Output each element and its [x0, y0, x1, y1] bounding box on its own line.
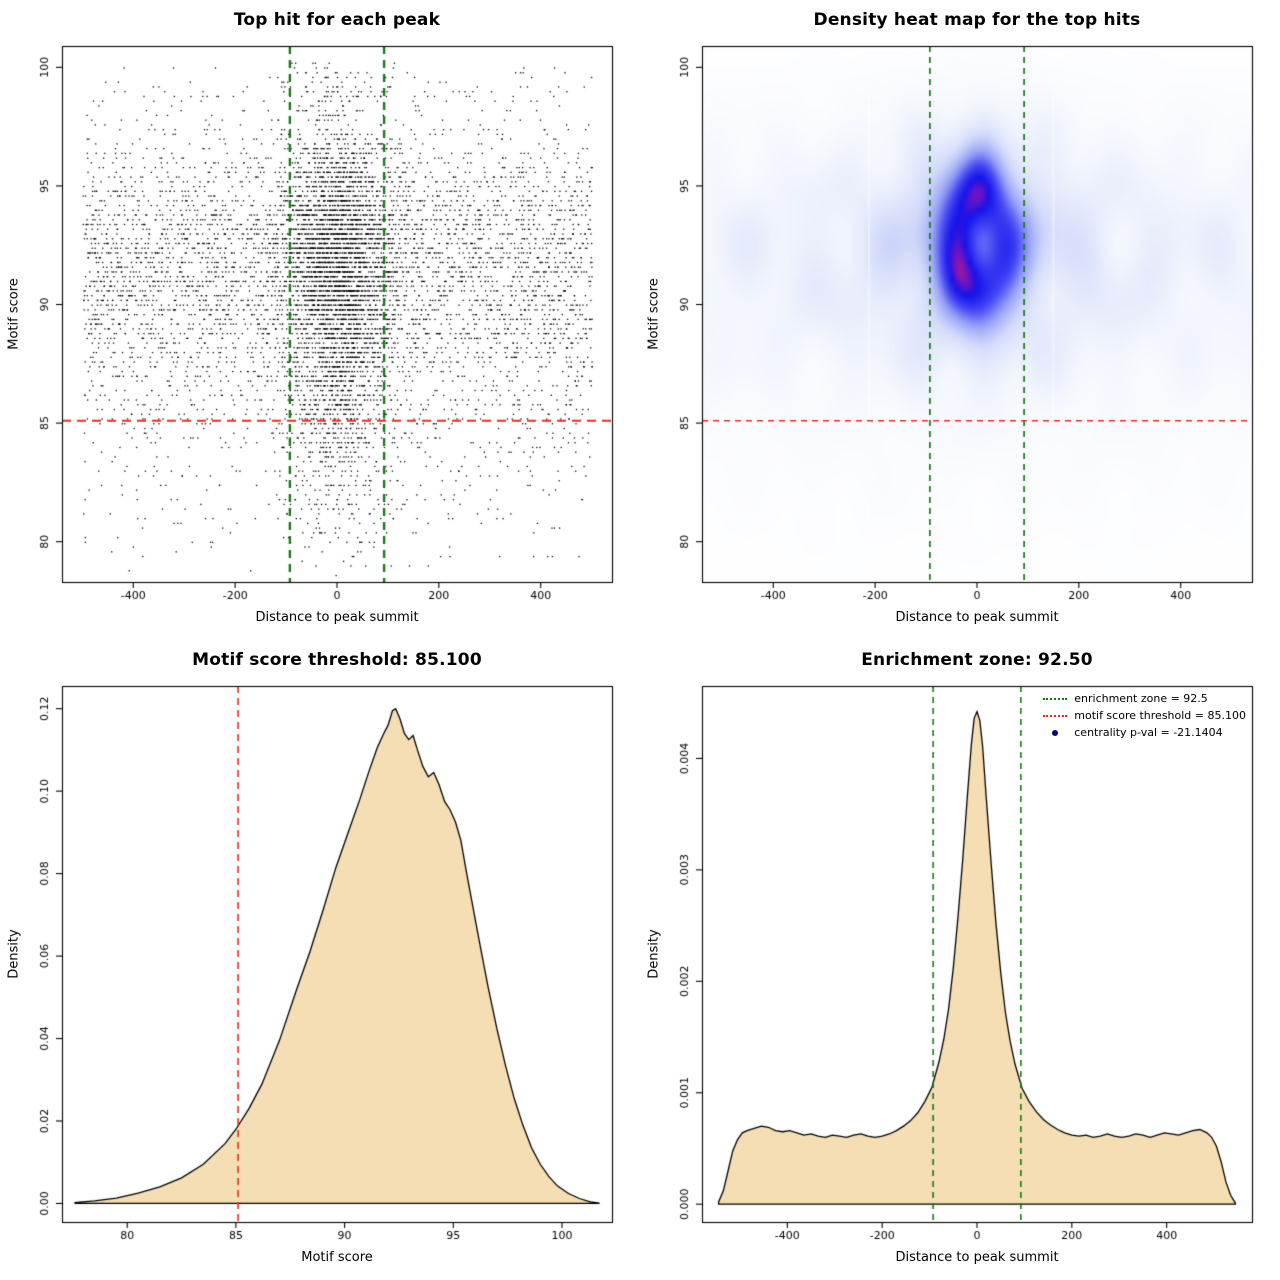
distance-density-xlabel: Distance to peak summit — [895, 1250, 1059, 1265]
heatmap-ylabel: Motif score — [646, 278, 662, 350]
scatter-title: Top hit for each peak — [233, 10, 441, 30]
panel-distance-density: Enrichment zone: 92.50 Distance to peak … — [640, 640, 1280, 1280]
legend-label-enrichment-zone: enrichment zone = 92.5 — [1074, 692, 1208, 705]
panel-score-density: Motif score threshold: 85.100 Motif scor… — [0, 640, 640, 1280]
distance-density-title: Enrichment zone: 92.50 — [861, 650, 1093, 670]
heatmap-title: Density heat map for the top hits — [813, 10, 1141, 30]
heatmap-canvas — [640, 0, 1280, 640]
legend-item-centrality-pval: centrality p-val = -21.1404 — [1043, 725, 1246, 741]
panel-density-heatmap: Density heat map for the top hits Distan… — [640, 0, 1280, 640]
score-density-title: Motif score threshold: 85.100 — [192, 650, 482, 670]
distance-density-canvas — [640, 640, 1280, 1280]
legend-item-score-threshold: motif score threshold = 85.100 — [1043, 708, 1246, 724]
scatter-plot-canvas — [0, 0, 640, 640]
legend-label-centrality-pval: centrality p-val = -21.1404 — [1074, 725, 1223, 739]
score-density-canvas — [0, 640, 640, 1280]
distance-density-ylabel: Density — [646, 929, 662, 979]
chart-legend: enrichment zone = 92.5 motif score thres… — [1043, 690, 1246, 742]
red-dotted-line-swatch — [1043, 714, 1068, 717]
score-density-xlabel: Motif score — [301, 1250, 373, 1265]
panel-top-hit-scatter: Top hit for each peak Distance to peak s… — [0, 0, 640, 640]
score-density-ylabel: Density — [6, 929, 22, 979]
legend-label-score-threshold: motif score threshold = 85.100 — [1074, 708, 1246, 722]
scatter-ylabel: Motif score — [6, 278, 22, 350]
legend-item-enrichment-zone: enrichment zone = 92.5 — [1043, 691, 1246, 707]
green-dotted-line-swatch — [1043, 697, 1068, 700]
scatter-xlabel: Distance to peak summit — [255, 610, 419, 625]
heatmap-xlabel: Distance to peak summit — [895, 610, 1059, 625]
blue-dot-swatch — [1052, 729, 1059, 736]
